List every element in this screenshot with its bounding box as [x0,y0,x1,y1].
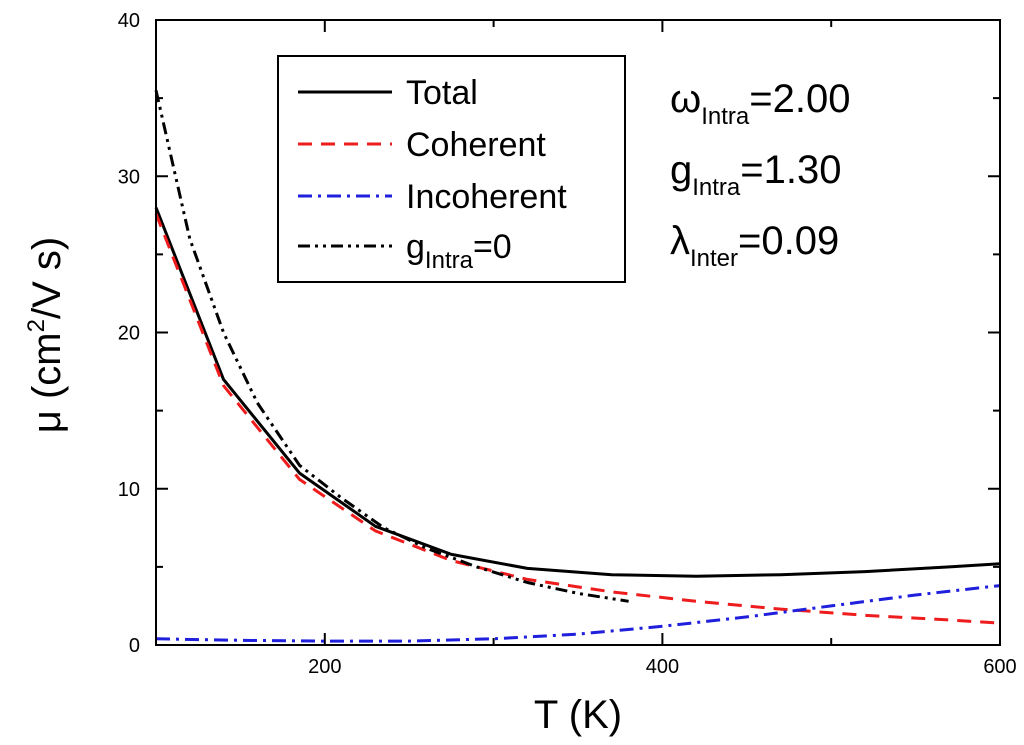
y-tick-label: 10 [118,479,140,501]
y-tick-label: 0 [129,635,140,657]
parameter-annotations: ωIntra=2.00 gIntra=1.30 λInter=0.09 [670,77,850,272]
annotation-lambda-sub: Inter [690,245,738,272]
series-coherent-line [154,213,1001,625]
x-tick-label: 200 [308,656,341,678]
y-tick-label: 20 [118,323,140,345]
x-tick-label: 600 [983,656,1016,678]
y-axis-title-group: μ (cm2/V s) [23,237,69,433]
legend-box [277,55,626,283]
annotation-lambda-tail: =0.09 [738,219,839,263]
series-total-line [154,206,1001,578]
annotation-g-intra: gIntra=1.30 [670,148,842,201]
annotation-lambda-main: λ [670,219,690,263]
legend-label-gintra0-sub: Intra [425,247,474,274]
y-tick-label: 30 [118,166,140,188]
y-axis-title-sup: 2 [23,319,50,332]
legend-label-gintra0-main: g [406,228,425,266]
annotation-omega-intra: ωIntra=2.00 [670,77,850,130]
annotation-omega-sub: Intra [701,103,750,130]
y-tick-label: 40 [118,10,140,32]
legend-label-gintra0-tail: =0 [473,228,512,266]
annotation-g-sub: Intra [692,174,741,201]
annotation-g-tail: =1.30 [740,148,841,192]
y-axis-title-main: μ (cm [25,332,69,433]
legend: Total Coherent Incoherent gIntra=0 [277,55,626,283]
legend-label-incoherent: Incoherent [406,178,567,216]
legend-label-total: Total [406,74,478,112]
series-incoherent-line [155,584,1001,643]
ticks-layer: 200 400 600 0 10 20 30 40 [118,10,1017,678]
legend-label-coherent: Coherent [406,126,546,164]
annotation-lambda-inter: λInter=0.09 [670,219,839,272]
series-gintra0-line [154,89,629,603]
x-tick-label: 400 [646,656,679,678]
y-axis-title: μ (cm2/V s) [23,237,69,433]
plot-frame [155,19,1001,646]
annotation-omega-main: ω [670,77,701,121]
legend-label-gintra0: gIntra=0 [406,228,512,274]
series-layer [154,89,1001,643]
y-axis-title-tail: /V s) [25,237,69,319]
annotation-omega-tail: =2.00 [749,77,850,121]
annotation-g-main: g [670,148,692,192]
x-axis-title: T (K) [534,693,622,737]
